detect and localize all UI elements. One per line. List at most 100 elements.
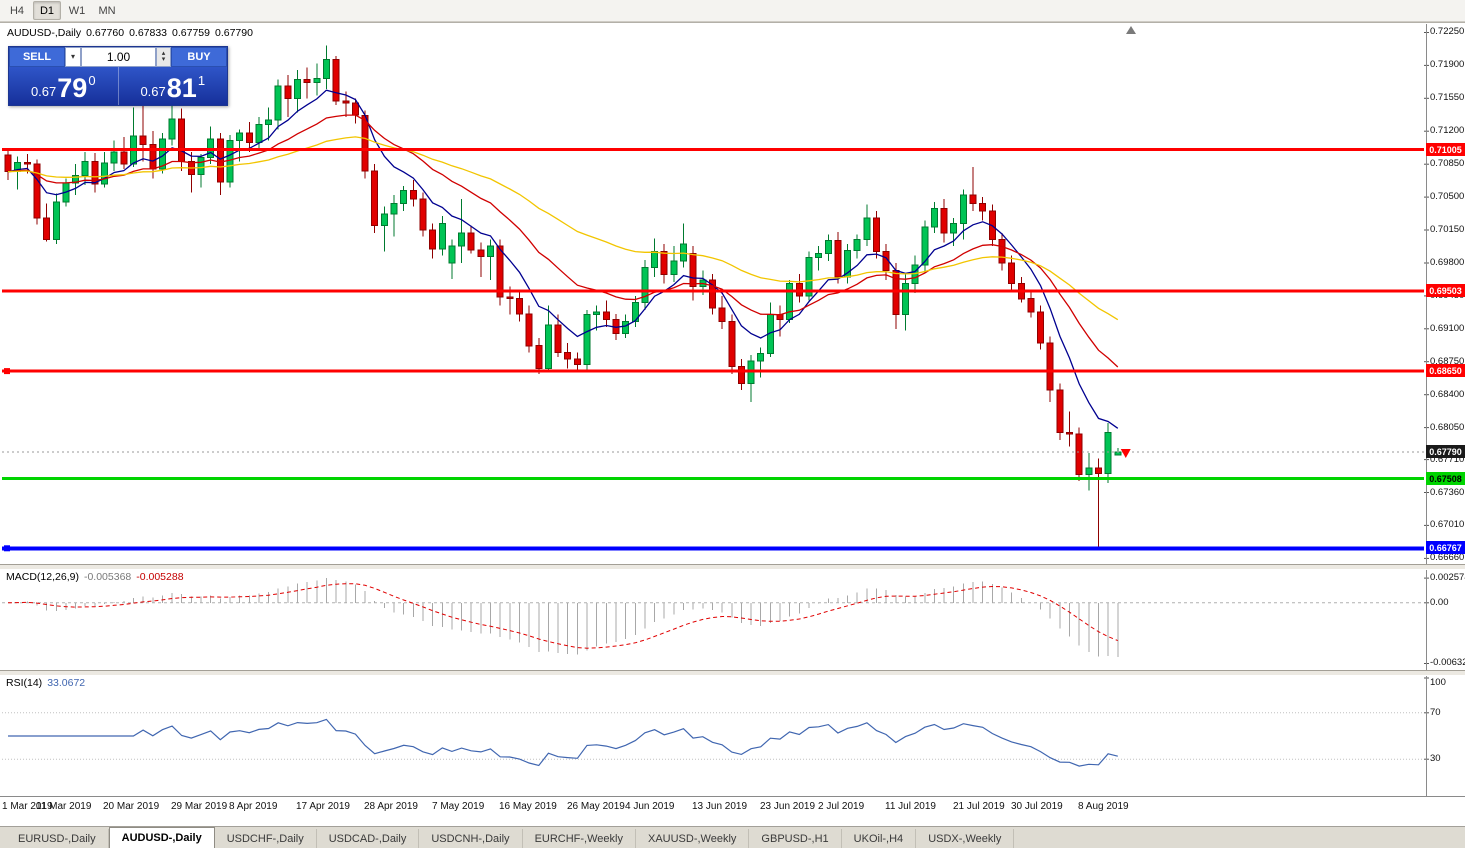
chart-tab-xauusd[interactable]: XAUUSD-,Weekly (636, 829, 750, 848)
line-handle[interactable] (4, 545, 10, 552)
rsi-header: RSI(14) 33.0672 (6, 677, 90, 689)
date-axis-label: 17 Apr 2019 (296, 801, 350, 812)
date-axis-label: 8 Apr 2019 (229, 801, 278, 812)
price-axis-label: 0.71200 (1430, 125, 1465, 136)
chart-shift-icon[interactable] (1126, 26, 1136, 34)
sell-price-pips: 79 (57, 73, 88, 103)
one-click-trading-panel: SELL ▾ 1.00 ▴ ▾ BUY 0.67 79 0 0.67 81 1 (8, 46, 228, 106)
price-axis-label: 0.67010 (1430, 519, 1465, 530)
date-axis-label: 1 Mar 2019 (2, 801, 53, 812)
date-axis-label: 30 Jul 2019 (1011, 801, 1063, 812)
timeframe-button-h4[interactable]: H4 (9, 4, 25, 17)
price-axis-label: 0.68400 (1430, 389, 1465, 400)
chart-tab-ukoil[interactable]: UKOil-,H4 (842, 829, 917, 848)
bid-price-chip: 0.67790 (1426, 445, 1465, 458)
macd-header: MACD(12,26,9) -0.005368 -0.005288 (6, 571, 189, 583)
chart-tab-eurusd[interactable]: EURUSD-,Daily (6, 829, 109, 848)
rsi-label: RSI(14) (6, 677, 43, 689)
date-axis-label: 21 Jul 2019 (953, 801, 1005, 812)
volume-dropdown[interactable]: ▾ (65, 47, 81, 67)
rsi-line (8, 718, 1118, 767)
date-axis-label: 2 Jul 2019 (818, 801, 865, 812)
trade-panel-controls: SELL ▾ 1.00 ▴ ▾ BUY (9, 47, 227, 67)
chart-tab-usdcad[interactable]: USDCAD-,Daily (317, 829, 420, 848)
price-axis-label: 0.72250 (1430, 26, 1465, 37)
date-axis-label: 8 Aug 2019 (1078, 801, 1129, 812)
buy-price[interactable]: 0.67 81 1 (119, 67, 228, 105)
sell-price-base: 0.67 (30, 84, 57, 99)
price-axis-label: 0.66660 (1430, 552, 1465, 563)
macd-axis-label: 0.00 (1430, 597, 1449, 608)
date-axis[interactable]: 1 Mar 2019 11 Mar 2019 20 Mar 2019 29 Mar 2… (0, 796, 1465, 824)
trade-panel-prices: 0.67 79 0 0.67 81 1 (9, 67, 227, 105)
ohlc-close: 0.67790 (215, 27, 253, 39)
chart-symbol-label: AUDUSD-,Daily (7, 27, 82, 39)
date-axis-label: 11 Jul 2019 (885, 801, 936, 812)
timeframe-button-w1[interactable]: W1 (68, 4, 86, 17)
timeframe-button-mn[interactable]: MN (98, 4, 116, 17)
sell-price[interactable]: 0.67 79 0 (9, 67, 118, 105)
date-axis-label: 7 May 2019 (432, 801, 485, 812)
candles-layer (4, 45, 1122, 548)
price-level-chip: 0.67508 (1426, 472, 1465, 485)
macd-histogram (17, 578, 1119, 657)
rsi-value: 33.0672 (47, 677, 86, 689)
chevron-down-icon: ▾ (161, 56, 166, 63)
quote-line: AUDUSD-,Daily 0.67760 0.67833 0.67759 0.6779… (7, 27, 258, 39)
line-handle[interactable] (4, 368, 10, 375)
price-axis-label: 0.71900 (1430, 59, 1465, 70)
buy-price-base: 0.67 (140, 84, 166, 99)
buy-price-pips: 81 (166, 73, 197, 103)
date-axis-label: 13 Jun 2019 (692, 801, 748, 812)
date-axis-label: 26 May 2019 (567, 801, 625, 812)
price-axis-label: 0.67360 (1430, 487, 1465, 498)
macd-axis-label: -0.006326 (1430, 657, 1465, 668)
ma-line-20 (7, 114, 1119, 368)
chart-tab-gbpusd[interactable]: GBPUSD-,H1 (749, 829, 842, 848)
buy-button[interactable]: BUY (171, 47, 227, 67)
chevron-down-icon: ▾ (70, 52, 75, 61)
rsi-axis-label: 30 (1430, 753, 1441, 764)
macd-signal-line (7, 583, 1118, 649)
volume-input[interactable]: 1.00 (81, 47, 156, 67)
timeframe-toolbar: H4 D1 W1 MN (0, 0, 1465, 22)
price-axis-border (1426, 24, 1427, 796)
date-axis-label: 28 Apr 2019 (364, 801, 418, 812)
sell-button[interactable]: SELL (9, 47, 65, 67)
chevron-up-icon: ▴ (161, 50, 166, 57)
price-axis-label: 0.70500 (1430, 191, 1465, 202)
price-axis-label: 0.69100 (1430, 323, 1465, 334)
timeframe-button-d1[interactable]: D1 (33, 1, 61, 20)
date-axis-label: 23 Jun 2019 (760, 801, 816, 812)
chart-tab-usdcnh[interactable]: USDCNH-,Daily (419, 829, 523, 848)
volume-spinner[interactable]: ▴ ▾ (156, 47, 171, 67)
price-level-chip: 0.66767 (1426, 541, 1465, 554)
date-axis-label: 11 Mar 2019 (36, 801, 92, 812)
date-axis-label: 29 Mar 2019 (171, 801, 228, 812)
macd-axis-label: 0.002574 (1430, 572, 1465, 583)
price-axis-label: 0.70150 (1430, 224, 1465, 235)
date-axis-label: 16 May 2019 (499, 801, 557, 812)
ma-line-8 (7, 89, 1119, 429)
pane-separator[interactable] (0, 670, 1465, 676)
price-axis-label: 0.68750 (1430, 356, 1465, 367)
date-axis-label: 20 Mar 2019 (103, 801, 160, 812)
chart-tab-usdx[interactable]: USDX-,Weekly (916, 829, 1015, 848)
chart-tab-eurchf[interactable]: EURCHF-,Weekly (523, 829, 636, 848)
date-axis-label: 4 Jun 2019 (625, 801, 675, 812)
macd-label: MACD(12,26,9) (6, 571, 79, 583)
rsi-axis-label: 100 (1430, 677, 1446, 688)
price-divider (117, 67, 119, 105)
price-axis-label: 0.68050 (1430, 422, 1465, 433)
price-chips-layer: 0.71005 0.69503 0.68650 0.67508 0.66767 0.677… (1426, 0, 1465, 796)
macd-value: -0.005368 (83, 571, 132, 583)
price-axis-label: 0.71550 (1430, 92, 1465, 103)
pane-separator[interactable] (0, 564, 1465, 570)
price-axis-label: 0.69800 (1430, 257, 1465, 268)
macd-signal-value: -0.005288 (136, 571, 184, 583)
chart-tab-usdchf[interactable]: USDCHF-,Daily (215, 829, 317, 848)
price-axis-label: 0.70850 (1430, 158, 1465, 169)
chart-tab-audusd[interactable]: AUDUSD-,Daily (108, 827, 215, 848)
price-level-chip: 0.68650 (1426, 364, 1465, 377)
